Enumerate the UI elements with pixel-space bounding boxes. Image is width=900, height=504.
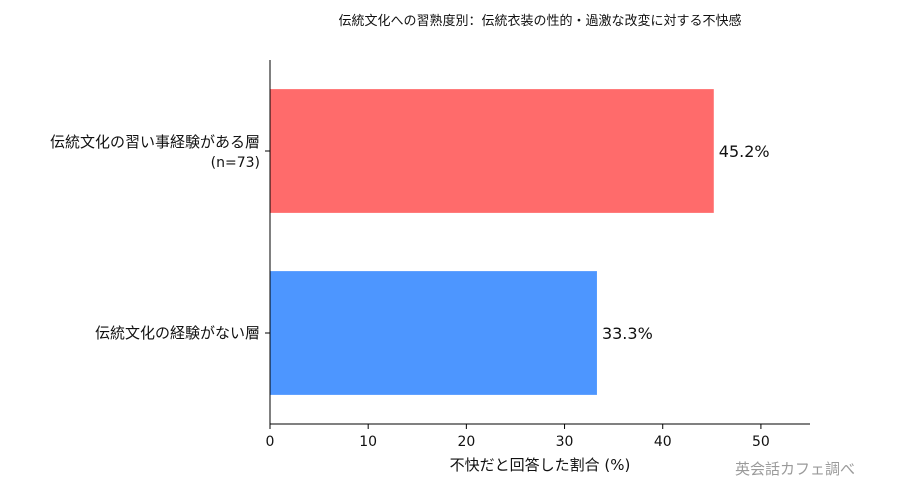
- x-axis-label: 不快だと回答した割合 (%): [450, 456, 631, 474]
- axes-layer: 伝統文化の習い事経験がある層 (n=73) 伝統文化の経験がない層 0 10 20 30 40…: [50, 60, 810, 450]
- chart-title: 伝統文化への習熟度別：伝統衣装の性的・過激な改変に対する不快感: [338, 13, 741, 29]
- x-tick-label-50: 50: [752, 434, 770, 450]
- x-tick-label-10: 10: [359, 434, 377, 450]
- value-label-1: 45.2%: [719, 142, 770, 161]
- x-tick-label-0: 0: [266, 434, 275, 450]
- x-tick-label-40: 40: [654, 434, 672, 450]
- bar-2: [270, 271, 597, 395]
- source-watermark: 英会話カフェ調べ: [735, 460, 855, 478]
- category-label-2: 伝統文化の経験がない層: [95, 324, 260, 342]
- value-label-2: 33.3%: [602, 324, 653, 343]
- bar-1: [270, 89, 714, 213]
- category-sublabel-1: (n=73): [211, 155, 260, 171]
- category-label-1: 伝統文化の習い事経験がある層: [50, 133, 260, 151]
- x-tick-label-30: 30: [556, 434, 574, 450]
- x-tick-label-20: 20: [457, 434, 475, 450]
- bars-layer: 45.2% 33.3%: [270, 89, 770, 395]
